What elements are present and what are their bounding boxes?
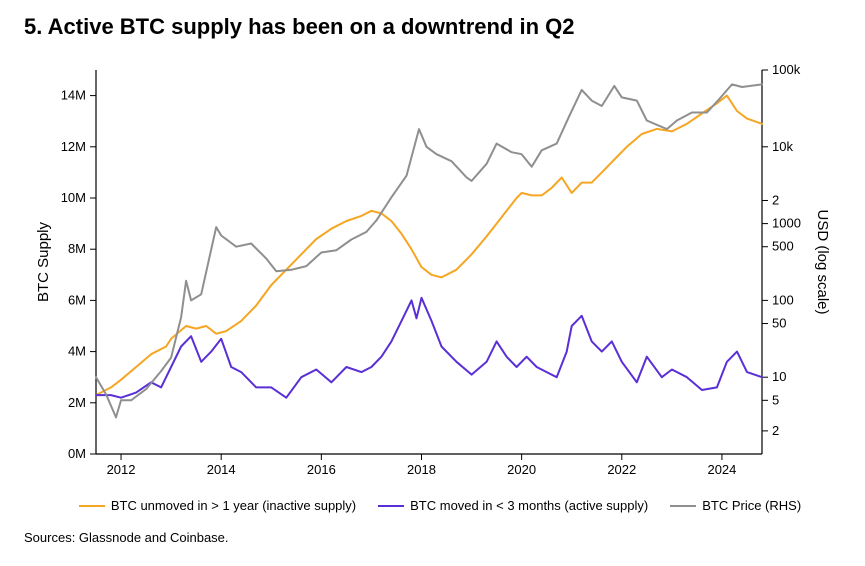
svg-text:100: 100 (772, 292, 794, 307)
legend-item-price: BTC Price (RHS) (670, 498, 801, 513)
legend-item-active: BTC moved in < 3 months (active supply) (378, 498, 648, 513)
page-title: 5. Active BTC supply has been on a downt… (24, 14, 575, 40)
svg-text:BTC Supply: BTC Supply (35, 221, 52, 302)
legend-label: BTC moved in < 3 months (active supply) (410, 498, 648, 513)
svg-text:2024: 2024 (707, 462, 736, 477)
sources-text: Sources: Glassnode and Coinbase. (24, 530, 229, 545)
svg-text:0M: 0M (68, 446, 86, 461)
svg-text:2022: 2022 (607, 462, 636, 477)
legend-item-inactive: BTC unmoved in > 1 year (inactive supply… (79, 498, 356, 513)
svg-text:12M: 12M (61, 139, 86, 154)
svg-text:5: 5 (772, 392, 779, 407)
chart-container: 5. Active BTC supply has been on a downt… (0, 0, 865, 566)
series-active (96, 298, 762, 398)
legend-swatch (378, 505, 404, 507)
svg-text:1000: 1000 (772, 216, 801, 231)
svg-text:2014: 2014 (207, 462, 236, 477)
chart-svg: 2012 2014 2016 2018 2020 2022 2024 0M 2M 4M 6M 8M 10… (24, 60, 834, 490)
svg-text:14M: 14M (61, 88, 86, 103)
svg-text:2: 2 (772, 423, 779, 438)
svg-text:2: 2 (772, 192, 779, 207)
svg-text:6M: 6M (68, 292, 86, 307)
legend: BTC unmoved in > 1 year (inactive supply… (60, 498, 820, 513)
svg-text:100k: 100k (772, 62, 801, 77)
svg-text:2018: 2018 (407, 462, 436, 477)
legend-label: BTC unmoved in > 1 year (inactive supply… (111, 498, 356, 513)
svg-text:10: 10 (772, 369, 786, 384)
svg-text:50: 50 (772, 316, 786, 331)
svg-text:2020: 2020 (507, 462, 536, 477)
svg-text:10M: 10M (61, 190, 86, 205)
chart: 2012 2014 2016 2018 2020 2022 2024 0M 2M 4M 6M 8M 10… (24, 60, 834, 490)
legend-swatch (79, 505, 105, 507)
svg-text:2016: 2016 (307, 462, 336, 477)
svg-text:4M: 4M (68, 344, 86, 359)
svg-text:2012: 2012 (107, 462, 136, 477)
svg-text:USD (log scale): USD (log scale) (814, 209, 831, 314)
legend-swatch (670, 505, 696, 507)
svg-text:2M: 2M (68, 395, 86, 410)
svg-text:500: 500 (772, 239, 794, 254)
legend-label: BTC Price (RHS) (702, 498, 801, 513)
svg-text:10k: 10k (772, 139, 793, 154)
series-price (96, 84, 762, 417)
svg-text:8M: 8M (68, 241, 86, 256)
